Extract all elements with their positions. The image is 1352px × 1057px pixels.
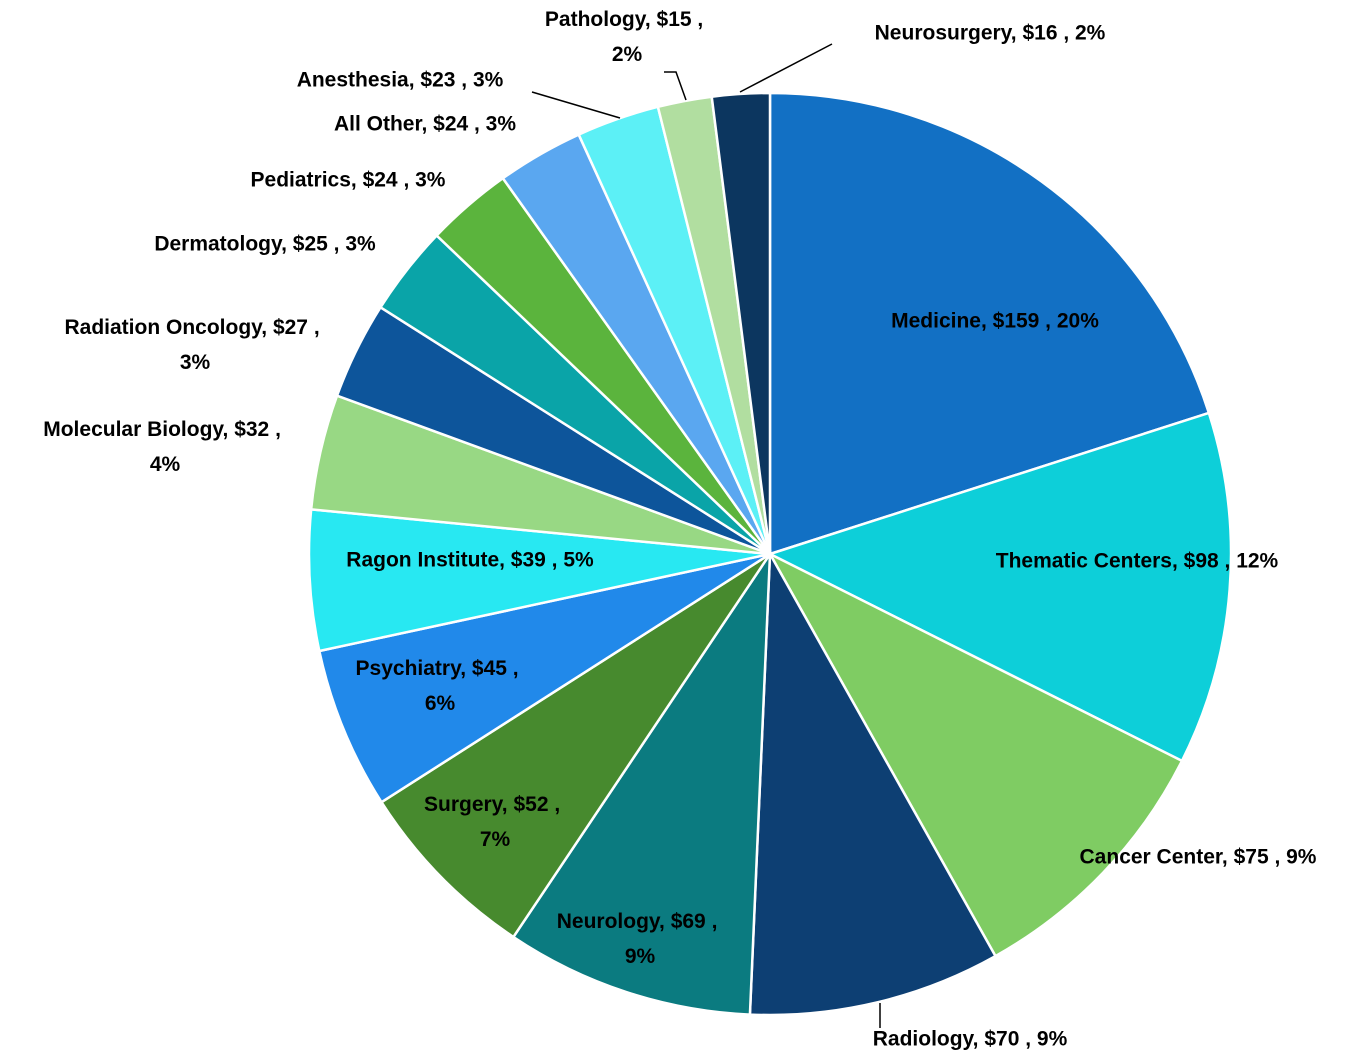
leader-line <box>664 71 687 101</box>
label-line: Pathology, $15 , <box>545 8 709 31</box>
pie-slice <box>768 91 1211 556</box>
data-label: Neurology, $69 , 9% <box>557 910 724 968</box>
label-line: 4% <box>150 453 181 476</box>
data-label: Medicine, $159 , 20% <box>891 310 1099 333</box>
pie-slice <box>511 549 772 1016</box>
data-label: Molecular Biology, $32 , 4% <box>43 418 287 476</box>
data-label: Radiology, $70 , 9% <box>873 1028 1068 1051</box>
data-label: Cancer Center, $75 , 9% <box>1080 846 1317 869</box>
data-label: Ragon Institute, $39 , 5% <box>346 549 594 572</box>
leader-line <box>739 43 833 93</box>
label-line: Molecular Biology, $32 , <box>43 418 287 441</box>
data-label: Pathology, $15 , 2% <box>545 8 709 66</box>
label-line: Surgery, $52 , <box>424 793 566 816</box>
label-line: 3% <box>180 351 211 374</box>
data-label: Anesthesia, $23 , 3% <box>297 69 504 92</box>
pie-slice <box>379 552 772 939</box>
label-line: 6% <box>425 692 456 715</box>
pie-slice <box>766 551 1184 958</box>
data-label: Radiation Oncology, $27 , 3% <box>65 316 326 374</box>
label-line: Neurology, $69 , <box>557 910 724 933</box>
leader-line <box>531 91 621 119</box>
data-label: Pediatrics, $24 , 3% <box>251 169 446 192</box>
label-line: Psychiatry, $45 , <box>356 657 525 680</box>
pie-slice <box>766 411 1233 763</box>
label-line: 7% <box>480 828 511 851</box>
pie-slice <box>317 552 771 804</box>
data-label: Psychiatry, $45 , 6% <box>356 657 525 715</box>
data-label: Dermatology, $25 , 3% <box>154 233 376 256</box>
data-label: Surgery, $52 , 7% <box>424 793 566 851</box>
label-line: Radiation Oncology, $27 , <box>65 316 326 339</box>
pie-slice <box>748 549 998 1017</box>
label-line: 2% <box>612 43 643 66</box>
label-line: 9% <box>625 945 656 968</box>
data-label: Thematic Centers, $98 , 12% <box>996 550 1279 573</box>
pie-slice <box>710 91 772 555</box>
data-label: All Other, $24 , 3% <box>334 113 516 136</box>
data-label: Neurosurgery, $16 , 2% <box>875 22 1106 45</box>
